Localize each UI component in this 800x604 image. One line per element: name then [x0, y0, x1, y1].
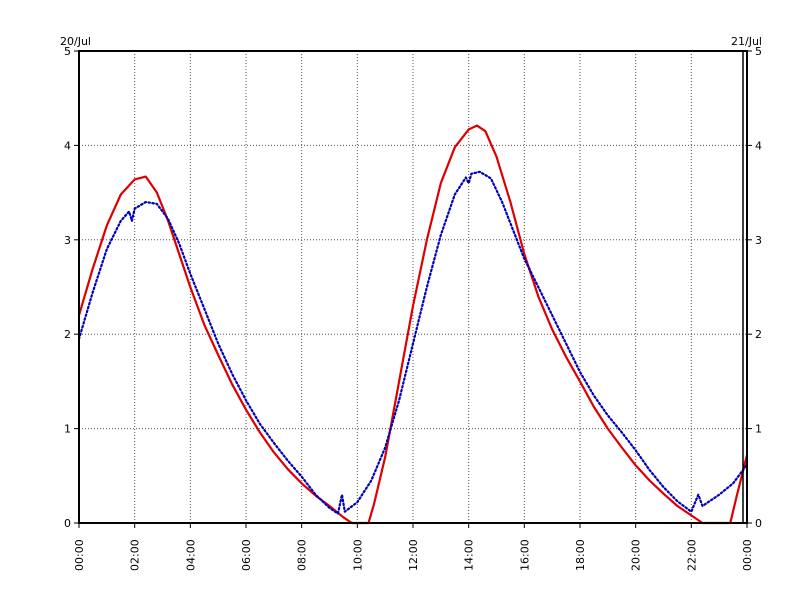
y-tick-label-right: 2: [755, 328, 762, 341]
frame-layer: [74, 50, 752, 528]
x-tick-label: 16:00: [518, 539, 531, 571]
date-label-left: 20/Jul: [60, 35, 91, 48]
y-tick-label-right: 1: [755, 423, 762, 436]
x-tick-label: 22:00: [685, 539, 698, 571]
y-tick-label-left: 4: [64, 139, 71, 152]
series-line-1: [77, 124, 749, 525]
x-tick-label: 20:00: [630, 539, 643, 571]
series-layer: [77, 124, 749, 525]
y-tick-label-left: 0: [64, 517, 71, 530]
plot-frame: [78, 50, 748, 524]
x-tick-label: 14:00: [463, 539, 476, 571]
y-tick-label-left: 2: [64, 328, 71, 341]
x-tick-label: 10:00: [351, 539, 364, 571]
y-tick-label-right: 4: [755, 139, 762, 152]
y-tick-label-right: 3: [755, 234, 762, 247]
x-tick-label: 00:00: [73, 539, 86, 571]
y-tick-label-left: 1: [64, 423, 71, 436]
x-tick-label: 12:00: [407, 539, 420, 571]
date-label-right: 21/Jul: [731, 35, 762, 48]
y-tick-label-left: 3: [64, 234, 71, 247]
series-line-2: [77, 170, 749, 515]
y-tick-label-left: 5: [64, 45, 71, 58]
x-tick-label: 00:00: [741, 539, 754, 571]
y-tick-label-right: 0: [755, 517, 762, 530]
y-tick-label-right: 5: [755, 45, 762, 58]
x-tick-label: 06:00: [240, 539, 253, 571]
x-tick-label: 08:00: [296, 539, 309, 571]
label-layer: 20/Jul 21/Jul 00:00 02:00 04:00 06:00 08:00 1…: [60, 35, 762, 571]
grid-layer: [79, 51, 747, 523]
x-tick-label: 02:00: [129, 539, 142, 571]
x-tick-label: 18:00: [574, 539, 587, 571]
x-tick-label: 04:00: [184, 539, 197, 571]
